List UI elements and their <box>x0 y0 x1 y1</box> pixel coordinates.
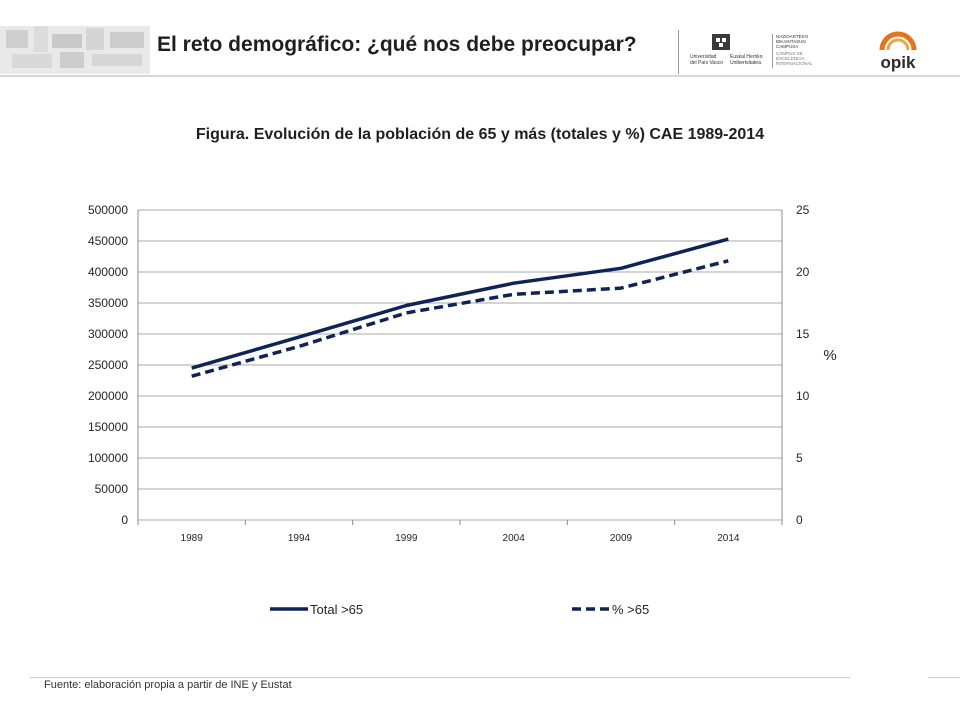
y-tick-label: 500000 <box>88 203 128 217</box>
x-tick-label: 1989 <box>181 533 204 544</box>
y-tick-label: 50000 <box>95 482 129 496</box>
x-tick-label: 2014 <box>717 533 740 544</box>
campus-es-1: CAMPUS DE <box>776 51 803 56</box>
y2-tick-label: 5 <box>796 451 803 465</box>
y2-axis-ticks: 0 5 10 15 20 25 <box>796 203 810 527</box>
y2-axis-label: % <box>823 347 836 364</box>
y-tick-label: 300000 <box>88 327 128 341</box>
slide-title: El reto demográfico: ¿qué nos debe preoc… <box>157 33 637 56</box>
opik-wordmark: opik <box>881 53 916 72</box>
y-tick-label: 0 <box>121 513 128 527</box>
legend-label: % >65 <box>612 602 649 617</box>
y-tick-label: 200000 <box>88 389 128 403</box>
upv-name-es-1: Universidad <box>690 54 717 60</box>
footer-rule-right <box>928 677 960 678</box>
upv-emblem-icon <box>712 34 730 50</box>
x-tick-label: 1999 <box>395 533 418 544</box>
y2-tick-label: 15 <box>796 327 810 341</box>
y-tick-label: 150000 <box>88 420 128 434</box>
x-axis-ticks: 1989 1994 1999 2004 2009 2014 <box>137 520 783 544</box>
y-tick-label: 250000 <box>88 358 128 372</box>
x-tick-label: 1994 <box>288 533 311 544</box>
chart-series <box>191 237 729 378</box>
upv-name-es-2: del País Vasco <box>690 60 723 66</box>
campus-eu-1: NAZIOARTEKO <box>776 34 809 39</box>
footer-rule <box>30 677 850 678</box>
x-tick-label: 2009 <box>610 533 633 544</box>
campus-eu-3: CAMPUSA <box>776 44 798 49</box>
y2-tick-label: 20 <box>796 265 810 279</box>
y2-tick-label: 0 <box>796 513 803 527</box>
legend-label: Total >65 <box>310 602 363 617</box>
x-tick-label: 2004 <box>503 533 526 544</box>
header-rule <box>0 75 960 77</box>
upv-ehu-logo: Universidad del País Vasco Euskal Herrik… <box>690 34 813 68</box>
campus-es-2: EXCELENCIA <box>776 56 805 61</box>
y-tick-label: 450000 <box>88 234 128 248</box>
upv-name-eu-1: Euskal Herriko <box>730 54 763 60</box>
y-tick-label: 400000 <box>88 265 128 279</box>
upv-name-eu-2: Unibertsitatea <box>730 60 761 66</box>
header-decoration <box>0 26 150 74</box>
opik-logo: opik <box>879 31 917 72</box>
y-tick-label: 350000 <box>88 296 128 310</box>
population-chart: 0 50000 100000 150000 200000 250000 300000 3500… <box>88 203 837 617</box>
chart-axes <box>137 210 783 520</box>
y2-tick-label: 10 <box>796 389 810 403</box>
y-axis-ticks: 0 50000 100000 150000 200000 250000 300000 3500… <box>88 203 128 527</box>
chart-legend: Total >65 % >65 <box>270 602 649 617</box>
source-note: Fuente: elaboración propia a partir de I… <box>44 679 292 691</box>
slide-header: El reto demográfico: ¿qué nos debe preoc… <box>0 0 960 78</box>
series-line-percent <box>191 259 729 378</box>
y2-tick-label: 25 <box>796 203 810 217</box>
logo-divider <box>678 30 679 74</box>
opik-arc-icon <box>879 31 917 51</box>
figure-title: Figura. Evolución de la población de 65 … <box>195 126 765 143</box>
campus-es-3: INTERNACIONAL <box>776 61 813 66</box>
y-tick-label: 100000 <box>88 451 128 465</box>
series-line-total <box>191 237 729 370</box>
campus-eu-2: BIKAINTASUN <box>776 39 806 44</box>
